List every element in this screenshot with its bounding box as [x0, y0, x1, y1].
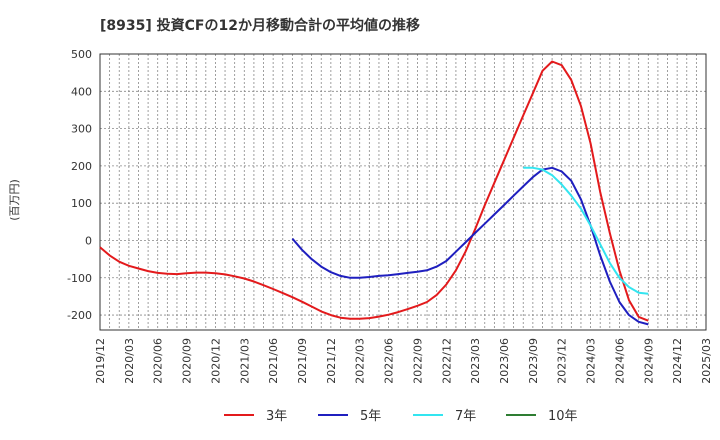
x-tick-label: 2022/09: [411, 338, 424, 384]
y-tick-label: 100: [71, 197, 92, 210]
x-tick-label: 2020/12: [209, 338, 222, 384]
x-tick-label: 2025/03: [700, 338, 713, 384]
plot-area: [99, 53, 707, 331]
x-tick-label: 2020/03: [123, 338, 136, 384]
x-axis: 2019/12 2020/03 2020/06 2020/09 2020/12 2021/…: [94, 338, 713, 384]
legend: 3年 5年 7年 10年: [224, 409, 578, 424]
y-axis: 500 400 300 200 100 0 -100 -200: [67, 48, 92, 322]
x-tick-label: 2023/03: [469, 338, 482, 384]
x-tick-label: 2020/09: [181, 338, 194, 384]
x-tick-label: 2022/03: [354, 338, 367, 384]
y-tick-label: 200: [71, 160, 92, 173]
y-tick-label: 0: [85, 234, 92, 247]
x-tick-label: 2022/12: [440, 338, 453, 384]
x-tick-label: 2023/09: [527, 338, 540, 384]
series-lines: [99, 60, 649, 326]
x-tick-label: 2024/06: [613, 338, 626, 384]
x-tick-label: 2021/03: [238, 338, 251, 384]
y-tick-label: 300: [71, 123, 92, 136]
x-tick-label: 2023/06: [498, 338, 511, 384]
legend-label: 5年: [360, 409, 381, 424]
x-tick-label: 2021/06: [267, 338, 280, 384]
y-tick-label: -100: [67, 272, 92, 285]
y-tick-label: 500: [71, 48, 92, 61]
legend-label: 10年: [548, 409, 578, 424]
x-tick-label: 2024/09: [642, 338, 655, 384]
y-tick-label: 400: [71, 85, 92, 98]
x-tick-label: 2023/12: [556, 338, 569, 384]
x-tick-label: 2021/12: [325, 338, 338, 384]
x-tick-label: 2021/09: [296, 338, 309, 384]
x-tick-label: 2022/06: [383, 338, 396, 384]
x-tick-label: 2019/12: [94, 338, 107, 384]
series-line-1: [99, 60, 649, 322]
x-tick-label: 2024/03: [585, 338, 598, 384]
series-line-3: [523, 166, 649, 295]
x-tick-label: 2020/06: [152, 338, 165, 384]
series-line-2: [291, 166, 649, 326]
x-tick-label: 2024/12: [671, 338, 684, 384]
grid-lines: [100, 53, 706, 330]
chart-title: [8935] 投資CFの12か月移動合計の平均値の推移: [100, 17, 420, 34]
legend-label: 7年: [455, 409, 476, 424]
legend-label: 3年: [266, 409, 287, 424]
y-axis-label: (百万円): [8, 179, 21, 221]
y-tick-label: -200: [67, 309, 92, 322]
